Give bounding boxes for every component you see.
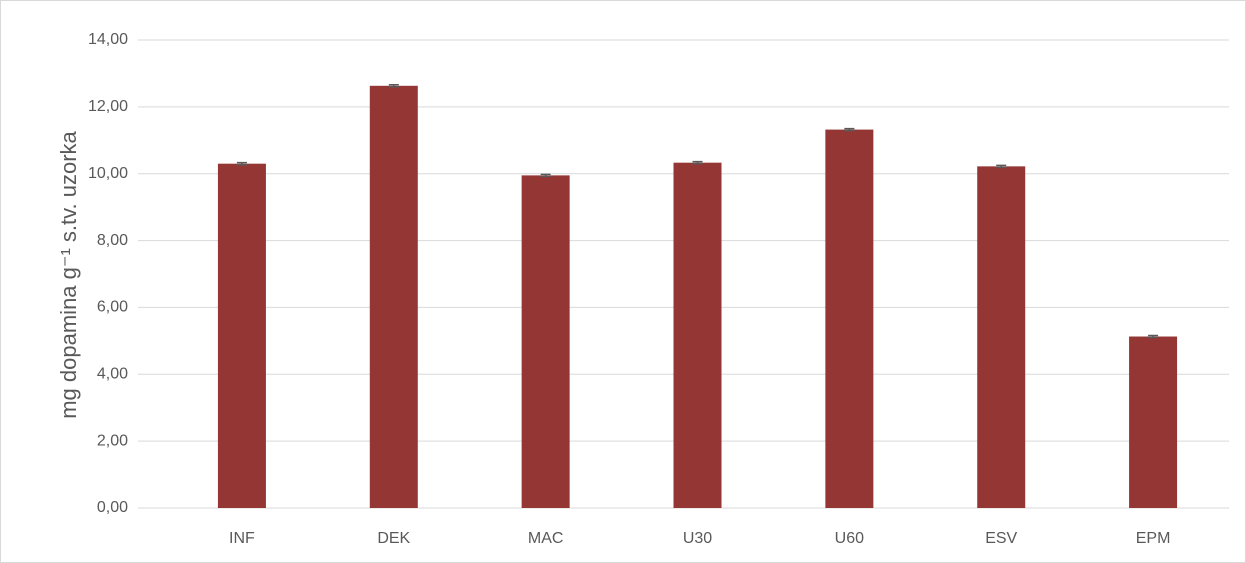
error-bar: [1148, 334, 1159, 339]
y-tick-label: 14,00: [88, 31, 128, 48]
bar: [521, 175, 570, 508]
y-tick-label: 8,00: [97, 232, 128, 249]
bar: [217, 163, 266, 508]
y-tick-label: 0,00: [97, 499, 128, 516]
error-bar: [996, 164, 1007, 169]
x-tick-label: EPM: [1136, 530, 1171, 547]
bar: [977, 166, 1026, 509]
y-tick-label: 12,00: [88, 98, 128, 115]
x-tick-label: MAC: [528, 530, 564, 547]
error-bar: [540, 173, 551, 178]
x-tick-label: INF: [229, 530, 255, 547]
x-tick-label: U30: [683, 530, 712, 547]
error-bar: [236, 161, 247, 166]
y-tick-label: 10,00: [88, 165, 128, 182]
bar: [1129, 336, 1178, 508]
error-bar: [388, 84, 399, 88]
y-tick-label: 2,00: [97, 432, 128, 449]
y-axis-label: mg dopamina g⁻¹ s.tv. uzorka: [56, 130, 81, 418]
y-tick-label: 4,00: [97, 366, 128, 383]
x-tick-label: ESV: [985, 530, 1017, 547]
error-bar: [844, 127, 855, 132]
bar: [825, 129, 874, 509]
error-bar: [692, 160, 703, 165]
bar: [673, 162, 722, 508]
x-tick-label: U60: [835, 530, 864, 547]
bar: [369, 85, 418, 508]
x-tick-label: DEK: [377, 530, 410, 547]
y-tick-label: 6,00: [97, 299, 128, 316]
